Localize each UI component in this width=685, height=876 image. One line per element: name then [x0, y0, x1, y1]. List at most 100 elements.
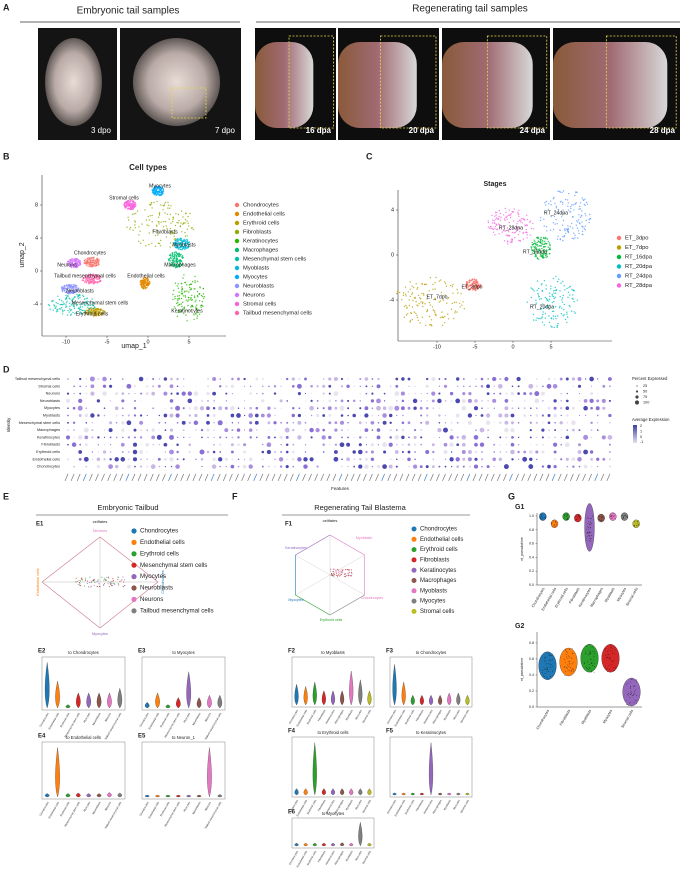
- cell-point: [180, 303, 182, 305]
- cell-point: [83, 309, 85, 312]
- dot: [479, 427, 485, 433]
- cell-point: [342, 569, 344, 571]
- cell-point: [160, 204, 162, 206]
- cell-point: [201, 295, 204, 298]
- cell-point: [143, 280, 145, 282]
- dot: [371, 378, 374, 380]
- cell-point: [503, 240, 506, 242]
- cell-point: [570, 667, 572, 668]
- dot: [304, 414, 307, 417]
- cell-point: [491, 214, 493, 217]
- cell-point: [170, 222, 172, 224]
- dot: [176, 450, 179, 454]
- y-axis-label: umap_2: [19, 242, 26, 267]
- dot: [328, 414, 332, 417]
- cell-point: [607, 671, 609, 673]
- cell-point: [132, 229, 134, 231]
- cell-point: [607, 667, 608, 669]
- cell-point: [97, 312, 100, 315]
- dot: [425, 384, 429, 388]
- feature-tick: [496, 473, 501, 482]
- x-axis-label: umap_1: [121, 343, 146, 350]
- y-tick-label: 0.0: [529, 705, 534, 709]
- cell-point: [129, 226, 132, 229]
- dot: [244, 458, 246, 460]
- dot: [291, 413, 296, 418]
- dot: [414, 429, 417, 432]
- cell-point: [133, 206, 135, 209]
- cell-point: [181, 282, 183, 285]
- dot: [176, 458, 179, 461]
- legend-label: Endothelial cells: [420, 537, 463, 543]
- cell-point: [565, 667, 567, 668]
- dot: [376, 398, 381, 404]
- feature-tick: [119, 473, 124, 482]
- cell-point: [577, 221, 579, 223]
- cell-point: [571, 289, 573, 291]
- cell-point: [93, 303, 95, 305]
- dot: [225, 436, 228, 439]
- dot: [534, 391, 540, 397]
- cell-point: [79, 260, 82, 262]
- cell-point: [186, 241, 189, 244]
- cell-point: [590, 538, 592, 540]
- category-label: Myoblasts: [442, 798, 452, 811]
- cell-point: [569, 656, 571, 658]
- cell-point: [593, 660, 595, 662]
- cell-point: [556, 238, 559, 240]
- category-label: Fibroblasts: [568, 587, 580, 604]
- cell-point: [553, 290, 555, 292]
- dot: [158, 429, 160, 431]
- cell-point: [88, 311, 90, 313]
- feature-tick: [229, 473, 233, 482]
- subpanel-label: E2: [38, 649, 46, 655]
- cell-point: [568, 192, 570, 195]
- cell-point: [347, 569, 349, 571]
- feature-tick: [210, 473, 215, 482]
- dot: [607, 377, 612, 381]
- feature-tick: [143, 473, 148, 482]
- cell-point: [567, 519, 569, 520]
- cell-point: [90, 308, 93, 310]
- dot: [67, 429, 69, 431]
- dot: [595, 406, 600, 411]
- cell-point: [557, 235, 559, 237]
- dot: [322, 443, 325, 446]
- cell-point: [548, 321, 551, 324]
- dot: [274, 407, 276, 409]
- dot: [280, 378, 282, 380]
- dot: [364, 377, 369, 381]
- dot: [609, 422, 611, 424]
- cell-point: [542, 313, 544, 316]
- cell-point: [333, 572, 335, 574]
- cell-point: [574, 234, 576, 236]
- cell-point: [142, 286, 144, 288]
- cell-point: [176, 255, 178, 257]
- cell-point: [98, 311, 101, 313]
- dot: [176, 377, 179, 381]
- cell-point: [104, 578, 106, 580]
- cell-point: [87, 304, 89, 306]
- dot: [475, 414, 477, 417]
- feature-tick: [113, 473, 118, 482]
- cell-point: [179, 311, 182, 313]
- cell-point: [59, 308, 62, 310]
- cell-point: [68, 284, 70, 286]
- cell-point: [159, 239, 162, 242]
- dot: [341, 385, 343, 388]
- cell-point: [627, 694, 628, 695]
- dot: [426, 393, 428, 395]
- cell-point: [89, 313, 91, 316]
- dot: [140, 392, 143, 395]
- dot: [376, 405, 381, 411]
- cell-point: [564, 318, 567, 321]
- cell-point: [131, 206, 134, 208]
- cell-point: [89, 279, 92, 281]
- cell-point: [601, 517, 603, 519]
- legend-swatch: [616, 283, 622, 288]
- cell-point: [87, 306, 89, 309]
- cell-point: [79, 306, 81, 309]
- cell-point: [588, 534, 590, 536]
- dot: [96, 399, 101, 403]
- cell-point: [184, 241, 186, 243]
